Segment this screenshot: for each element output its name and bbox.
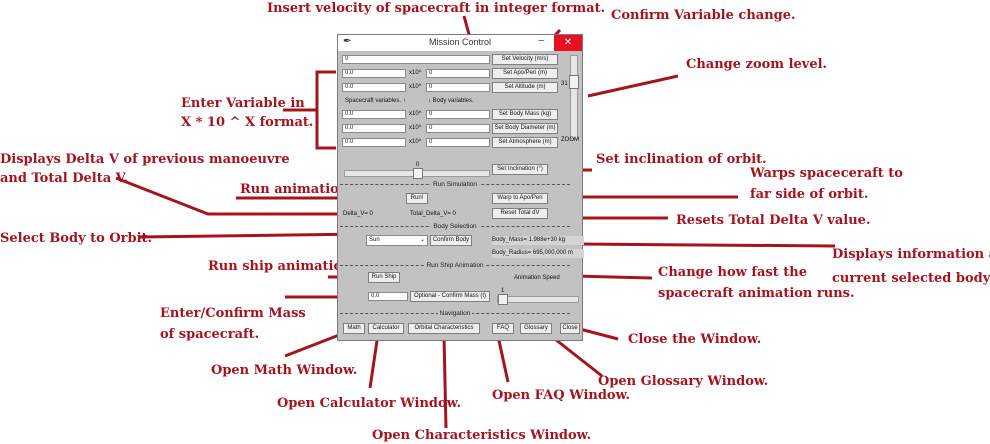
annotation-displays-delta-2: and Total Delta V.: [0, 170, 128, 187]
animation-speed-label: Animation Speed: [514, 274, 560, 283]
warp-apo-peri-button[interactable]: Warp to Apo/Peri: [492, 193, 548, 204]
apo-peri-exponent-input[interactable]: 0: [426, 69, 490, 78]
total-delta-v-label: Total_Delta_V= 0: [410, 210, 456, 219]
annotation-open-characteristics: Open Characteristics Window.: [372, 427, 591, 444]
x10-label: x10^: [409, 110, 422, 119]
zoom-slider-thumb[interactable]: [569, 75, 579, 89]
annotation-open-calculator: Open Calculator Window.: [277, 395, 461, 412]
body-diameter-mantissa-input[interactable]: 0.0: [342, 124, 406, 133]
inclination-slider-thumb[interactable]: [413, 168, 423, 179]
set-atmosphere-button[interactable]: Set Atmosphere (m): [492, 137, 558, 148]
body-mass-exponent-input[interactable]: 0: [426, 110, 490, 119]
zoom-slider[interactable]: [570, 55, 578, 139]
animation-speed-slider[interactable]: [497, 296, 579, 303]
spacecraft-mass-input[interactable]: 0.0: [368, 292, 408, 301]
chevron-down-icon: ⌄: [420, 236, 425, 245]
set-body-mass-button[interactable]: Set Body Mass (kg): [492, 109, 558, 120]
annotation-confirm-variable: Confirm Variable change.: [611, 7, 796, 24]
reset-total-dv-button[interactable]: Reset Total dV: [492, 208, 548, 219]
calculator-button[interactable]: Calculator: [368, 323, 404, 334]
body-select-dropdown[interactable]: Sun ⌄: [366, 235, 428, 246]
annotation-warps-2: far side of orbit.: [750, 186, 868, 203]
navigation-separator: Navigation: [340, 309, 570, 318]
title-bar: ✒ Mission Control – ✕: [338, 35, 582, 52]
annotation-run-animation: Run animation.: [240, 181, 353, 198]
confirm-mass-button[interactable]: Optional - Confirm Mass (t): [410, 291, 490, 302]
annotation-insert-velocity: Insert velocity of spacecraft in integer…: [267, 0, 605, 17]
body-radius-display: Body_Radius= 695,000,000 m: [492, 249, 584, 258]
annotation-run-ship: Run ship animation: [208, 258, 352, 275]
annotation-change-speed-2: spacecraft animation runs.: [658, 285, 855, 302]
set-apo-peri-button[interactable]: Set Apo/Peri (m): [492, 68, 558, 79]
set-inclination-button[interactable]: Set Inclination (°): [492, 164, 548, 175]
annotation-open-faq: Open FAQ Window.: [492, 387, 630, 404]
run-ship-button[interactable]: Run Ship: [368, 272, 400, 283]
spacecraft-variables-label: Spacecraft variables. ↑: [345, 97, 406, 106]
annotation-displays-info: Displays information about: [832, 246, 990, 263]
minimize-button[interactable]: –: [538, 35, 544, 46]
annotation-select-body: Select Body to Orbit.: [0, 230, 152, 247]
annotation-enter-mass: Enter/Confirm Mass: [160, 305, 306, 322]
confirm-body-button[interactable]: Confirm Body: [430, 235, 472, 246]
run-simulation-header: Run Simulation: [431, 181, 479, 188]
animation-speed-slider-thumb[interactable]: [498, 294, 508, 305]
navigation-header: Navigation: [438, 310, 473, 317]
atmosphere-exponent-input[interactable]: 0: [426, 138, 490, 147]
x10-label: x10^: [409, 124, 422, 133]
annotation-set-inclination: Set inclination of orbit.: [596, 151, 767, 168]
mission-control-window: ✒ Mission Control – ✕ 0 Set Velocity (m/…: [337, 34, 583, 341]
body-mass-display: Body_Mass= 1.988e+30 kg: [492, 236, 584, 245]
faq-button[interactable]: FAQ: [492, 323, 514, 334]
altitude-exponent-input[interactable]: 0: [426, 83, 490, 92]
run-simulation-separator: Run Simulation: [340, 180, 570, 189]
close-button[interactable]: Close: [560, 323, 580, 334]
annotation-close-window: Close the Window.: [628, 331, 761, 348]
x10-label: x10^: [409, 69, 422, 78]
annotation-change-speed: Change how fast the: [658, 264, 807, 281]
delta-v-label: Delta_V= 0: [343, 210, 373, 219]
x10-label: x10^: [409, 83, 422, 92]
x10-label: x10^: [409, 138, 422, 147]
annotation-displays-info-2: current selected body.: [832, 270, 990, 287]
body-selection-header: Body Selection: [431, 223, 478, 230]
annotation-resets-total: Resets Total Delta V value.: [676, 212, 870, 229]
annotation-enter-variable: Enter Variable in: [181, 95, 305, 112]
glossary-button[interactable]: Glossary: [520, 323, 552, 334]
body-mass-mantissa-input[interactable]: 0.0: [342, 110, 406, 119]
annotation-enter-variable-format: X * 10 ^ X format.: [181, 114, 313, 131]
annotation-change-zoom: Change zoom level.: [686, 56, 827, 73]
run-button[interactable]: Run!: [406, 193, 428, 204]
body-selected-value: Sun: [369, 237, 380, 243]
set-altitude-button[interactable]: Set Altitude (m): [492, 82, 558, 93]
altitude-mantissa-input[interactable]: 0.0: [342, 83, 406, 92]
run-ship-animation-separator: Run Ship Animation: [340, 261, 570, 270]
orbital-characteristics-button[interactable]: Orbital Characteristics: [408, 323, 480, 334]
set-velocity-button[interactable]: Set Velocity (m/s): [492, 54, 558, 65]
close-window-button[interactable]: ✕: [554, 35, 582, 51]
velocity-input[interactable]: 0: [342, 55, 490, 64]
body-selection-separator: Body Selection: [340, 222, 570, 231]
apo-peri-mantissa-input[interactable]: 0.0: [342, 69, 406, 78]
zoom-label: ZOOM: [561, 136, 579, 145]
annotation-warps: Warps spaceceraft to: [750, 165, 903, 182]
annotation-displays-delta: Displays Delta V of previous manoeuvre: [0, 151, 290, 168]
run-ship-animation-header: Run Ship Animation: [424, 262, 485, 269]
window-title: Mission Control: [338, 37, 582, 47]
atmosphere-mantissa-input[interactable]: 0.0: [342, 138, 406, 147]
math-button[interactable]: Math: [343, 323, 365, 334]
annotation-enter-mass-2: of spacecraft.: [160, 326, 259, 343]
body-diameter-exponent-input[interactable]: 0: [426, 124, 490, 133]
set-body-diameter-button[interactable]: Set Body Diameter (m): [492, 123, 558, 134]
annotation-open-math: Open Math Window.: [211, 362, 357, 379]
zoom-value: 31: [561, 80, 568, 89]
body-variables-label: ↓ Body variables.: [428, 97, 474, 106]
